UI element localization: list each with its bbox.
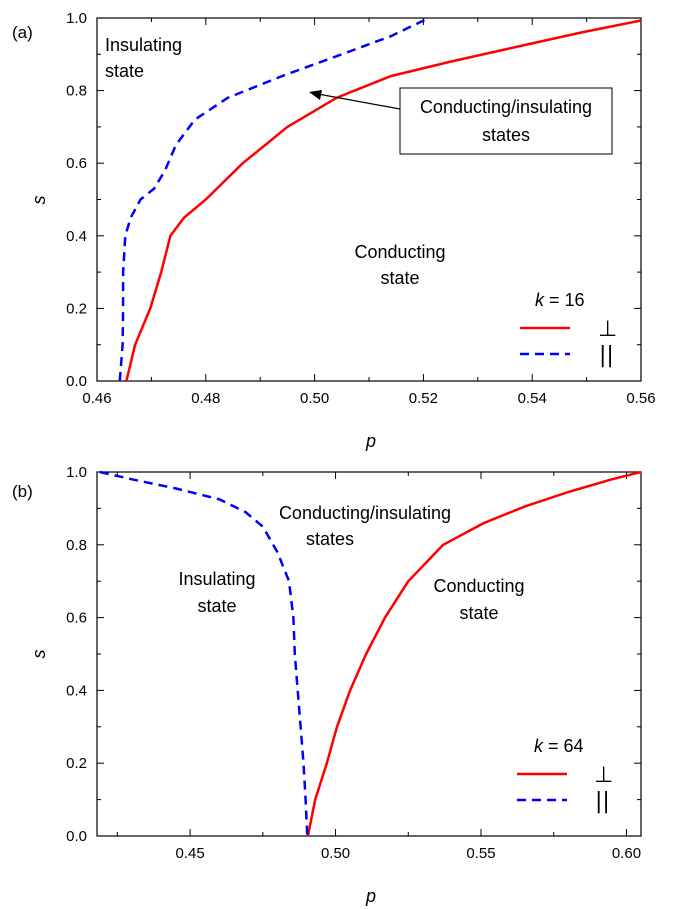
annotation-insulating-line2: state bbox=[105, 61, 144, 81]
annotation-conducting-b-line2: state bbox=[459, 603, 498, 623]
series-group-b bbox=[99, 470, 642, 837]
axes-b: 0.45 0.50 0.55 0.60 0.0 0.2 0.4 0.6 0.8 1.0 bbox=[66, 464, 642, 862]
series-group-a bbox=[118, 16, 642, 382]
x-tick-label: 0.50 bbox=[321, 845, 350, 862]
annotation-mixed-b-line2: states bbox=[306, 529, 354, 549]
annotation-box bbox=[399, 87, 613, 155]
legend-var-b: k bbox=[534, 736, 544, 756]
panel-a: (a) 0.46 0.48 0.50 0.52 0.54 0.56 0.0 0.2 0.4 0.6… bbox=[12, 10, 656, 451]
annotation-insulating-line1: Insulating bbox=[105, 35, 182, 55]
y-tick-label: 0.8 bbox=[66, 537, 87, 554]
annotation-conducting-line1: Conducting bbox=[354, 242, 445, 262]
panel-label-a: (a) bbox=[12, 23, 33, 42]
y-tick-label: 0.4 bbox=[66, 682, 87, 699]
y-axis-title-b: s bbox=[29, 650, 49, 659]
legend-var-a: k bbox=[535, 290, 545, 310]
panel-b: (b) 0.45 0.50 0.55 0.60 0.0 0.2 0.4 0.6 0.8 1.0 C… bbox=[12, 464, 642, 906]
legend-title-a: k = 16 bbox=[535, 290, 585, 310]
y-tick-label: 1.0 bbox=[66, 464, 87, 481]
annotation-insulating-b-line2: state bbox=[197, 596, 236, 616]
axes-a: 0.46 0.48 0.50 0.52 0.54 0.56 0.0 0.2 0.4 0.6 0.8 1… bbox=[66, 10, 655, 407]
series-parallel-line bbox=[99, 470, 309, 837]
legend-label-par-a: || bbox=[599, 343, 614, 368]
legend-eq-b: = 64 bbox=[543, 736, 584, 756]
legend-label-perp-a: ⊥ bbox=[598, 317, 617, 342]
series-perpendicular-line bbox=[125, 19, 642, 382]
legend-label-perp-b: ⊥ bbox=[594, 763, 613, 788]
x-tick-label: 0.45 bbox=[175, 845, 204, 862]
annotation-mixed-line2: states bbox=[482, 125, 530, 145]
y-tick-label: 1.0 bbox=[66, 10, 87, 27]
x-tick-label: 0.60 bbox=[612, 845, 641, 862]
x-tick-label: 0.48 bbox=[191, 390, 220, 407]
x-tick-label: 0.55 bbox=[466, 845, 495, 862]
y-tick-label: 0.6 bbox=[66, 155, 87, 172]
annotation-arrow-shaft bbox=[317, 93, 401, 110]
y-tick-label: 0.0 bbox=[66, 373, 87, 390]
annotation-mixed-line1: Conducting/insulating bbox=[420, 97, 592, 117]
annotations-a: Insulating state Conducting state Conduc… bbox=[105, 35, 613, 288]
legend-b: k = 64 ⊥ || bbox=[517, 736, 613, 814]
panel-label-b: (b) bbox=[12, 482, 33, 501]
y-tick-label: 0.4 bbox=[66, 228, 87, 245]
y-tick-label: 0.2 bbox=[66, 300, 87, 317]
x-axis-title-b: p bbox=[365, 886, 376, 906]
series-perpendicular-line bbox=[306, 470, 642, 837]
annotation-conducting-line2: state bbox=[380, 268, 419, 288]
legend-a: k = 16 ⊥ || bbox=[520, 290, 617, 368]
x-tick-label: 0.50 bbox=[300, 390, 329, 407]
y-axis-title-a: s bbox=[29, 196, 49, 205]
x-tick-label: 0.46 bbox=[82, 390, 111, 407]
plot-frame bbox=[96, 471, 642, 837]
x-tick-label: 0.56 bbox=[626, 390, 655, 407]
x-axis-title-a: p bbox=[365, 431, 376, 451]
x-tick-label: 0.52 bbox=[409, 390, 438, 407]
series-parallel-line bbox=[118, 16, 430, 382]
y-tick-label: 0.6 bbox=[66, 610, 87, 627]
legend-label-par-b: || bbox=[595, 789, 610, 814]
plot-frame bbox=[96, 17, 642, 382]
legend-eq-a: = 16 bbox=[544, 290, 585, 310]
annotation-conducting-b-line1: Conducting bbox=[433, 576, 524, 596]
annotation-arrow-head bbox=[309, 90, 322, 100]
x-tick-label: 0.54 bbox=[518, 390, 547, 407]
annotation-insulating-b-line1: Insulating bbox=[178, 569, 255, 589]
annotation-mixed-b-line1: Conducting/insulating bbox=[279, 503, 451, 523]
annotations-b: Conducting/insulating states Insulating … bbox=[178, 503, 524, 623]
legend-title-b: k = 64 bbox=[534, 736, 584, 756]
y-tick-label: 0.2 bbox=[66, 755, 87, 772]
y-tick-label: 0.0 bbox=[66, 828, 87, 845]
y-tick-label: 0.8 bbox=[66, 83, 87, 100]
